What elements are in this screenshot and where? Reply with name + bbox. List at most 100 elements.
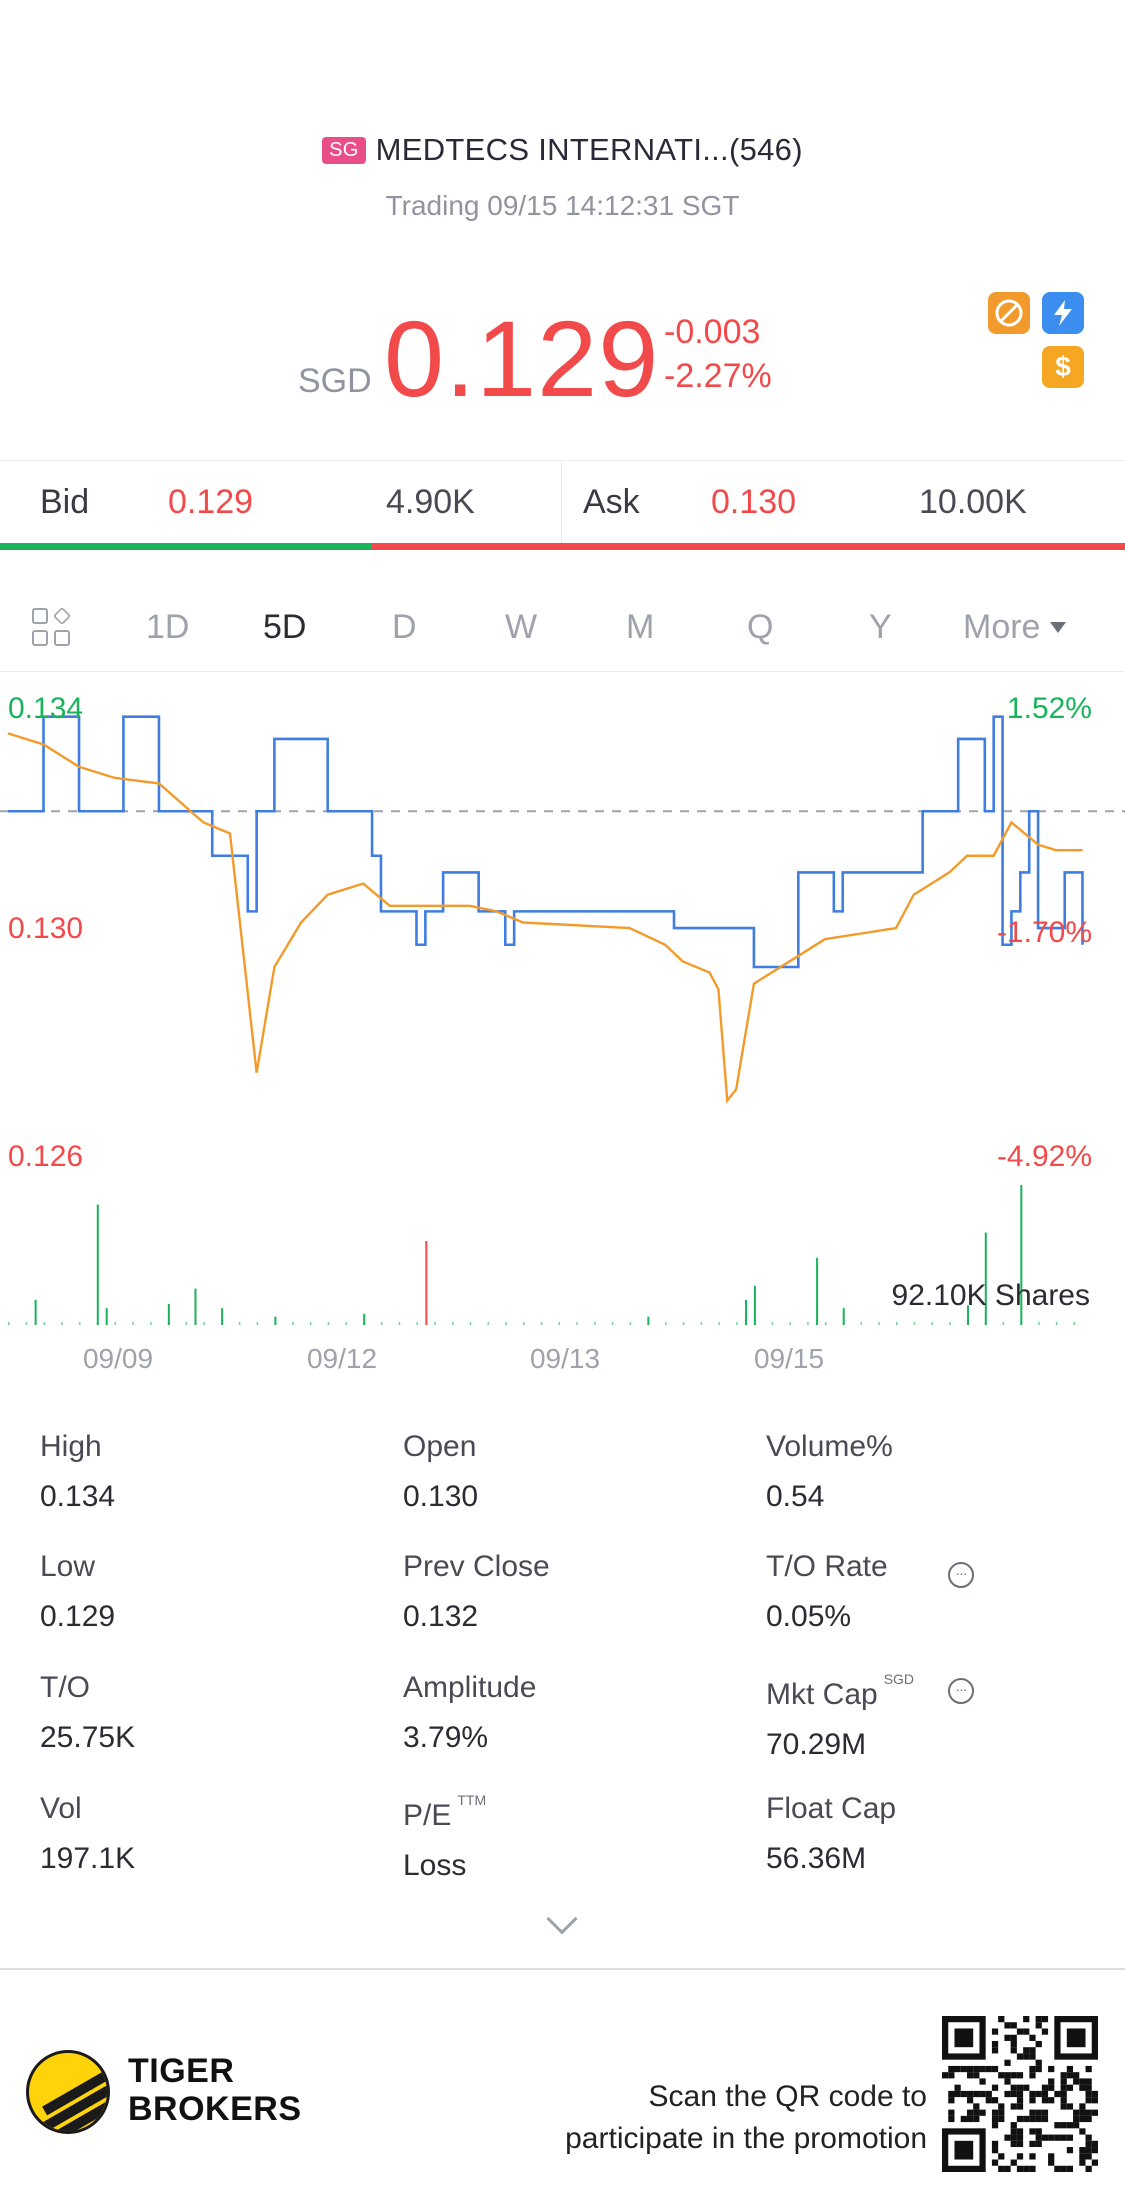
stat-value: 0.05% (766, 1600, 852, 1633)
stat-label: Mkt Cap SGD (766, 1671, 1096, 1712)
volume-tick (807, 1322, 809, 1325)
indicator-grid-icon[interactable] (32, 606, 72, 648)
volume-tick (718, 1322, 720, 1325)
tab-q[interactable]: Q (747, 608, 774, 646)
y-left-tick-mid: 0.130 (8, 912, 83, 945)
tab-more-label: More (963, 608, 1041, 646)
volume-bar (984, 1232, 987, 1325)
currency-label: SGD (298, 362, 372, 400)
stock-title-row[interactable]: SG MEDTECS INTERNATI...(546) (0, 132, 1125, 168)
tab-y[interactable]: Y (869, 608, 892, 646)
bid-price: 0.129 (168, 483, 254, 521)
volume-tick (1038, 1322, 1040, 1325)
to-rate-info-icon[interactable]: ··· (948, 1562, 974, 1588)
volume-tick (540, 1322, 543, 1325)
promo-footer: TIGER BROKERS Scan the QR code to partic… (0, 1968, 1125, 2197)
x-tick-0909: 09/09 (83, 1343, 153, 1370)
tab-m[interactable]: M (626, 608, 655, 646)
volume-bar (753, 1285, 756, 1325)
tab-1d[interactable]: 1D (146, 608, 190, 646)
y-right-tick-low: -4.92% (997, 1140, 1092, 1173)
volume-tick (1073, 1322, 1076, 1325)
bid-section[interactable]: Bid 0.129 4.90K (0, 461, 562, 547)
ask-volume-bar (371, 543, 1125, 550)
volume-tick (700, 1322, 703, 1325)
stat-label: High (40, 1430, 102, 1463)
price-line (8, 715, 1084, 969)
x-tick-0915: 09/15 (754, 1343, 824, 1370)
volume-tick (398, 1322, 401, 1325)
tab-5d[interactable]: 5D (263, 608, 307, 646)
volume-tick (345, 1322, 347, 1325)
volume-tick (185, 1322, 188, 1325)
currency-sup: SGD (883, 1671, 915, 1687)
volume-tick (824, 1322, 827, 1325)
quote-header: SG MEDTECS INTERNATI...(546) Trading 09/1… (0, 0, 1125, 460)
stat-value: 25.75K (40, 1721, 136, 1754)
ttm-sup: TTM (457, 1792, 487, 1808)
bid-ask-bar: Bid 0.129 4.90K Ask 0.130 10.00K (0, 460, 1125, 547)
volume-tick (256, 1322, 259, 1325)
volume-bar (167, 1304, 170, 1325)
period-tabs: 1D 5D D W M Q Y More (0, 588, 1125, 672)
brand-name: TIGER BROKERS (128, 2052, 302, 2128)
stat-label: Float Cap (766, 1792, 897, 1825)
y-right-tick-mid: -1.70% (997, 916, 1092, 949)
ask-price: 0.130 (711, 483, 797, 521)
volume-tick (61, 1322, 63, 1325)
stat-label: Volume% (766, 1430, 893, 1463)
stat-value: 0.130 (403, 1480, 479, 1513)
ask-label: Ask (583, 483, 640, 521)
volume-tick (629, 1322, 632, 1325)
volume-tick (771, 1322, 774, 1325)
volume-bar (274, 1316, 277, 1325)
stat-value: 197.1K (40, 1842, 136, 1875)
trading-status: Trading 09/15 14:12:31 SGT (385, 190, 740, 221)
ask-section[interactable]: Ask 0.130 10.00K (563, 461, 1125, 547)
dollar-icon[interactable]: $ (1042, 346, 1084, 388)
tab-w[interactable]: W (505, 608, 538, 646)
lightning-icon[interactable] (1042, 292, 1084, 334)
stat-label: P/E TTM (403, 1792, 733, 1833)
tab-d[interactable]: D (392, 608, 417, 646)
stat-label: T/O Rate (766, 1550, 888, 1583)
volume-bar (967, 1305, 970, 1325)
tiger-logo-icon (26, 2050, 110, 2134)
stat-value: 0.129 (40, 1600, 116, 1633)
stat-value: 0.134 (40, 1480, 116, 1513)
volume-tick (238, 1322, 241, 1325)
expand-chevron-icon[interactable] (546, 1903, 578, 1935)
volume-bar (816, 1257, 819, 1325)
volume-tick (878, 1322, 880, 1325)
stat-value: 3.79% (403, 1721, 489, 1754)
volume-bar (1020, 1185, 1023, 1325)
brand-line1: TIGER (128, 2052, 235, 2090)
mkt-cap-info-icon[interactable]: ··· (948, 1678, 974, 1704)
stat-label: Vol (40, 1792, 82, 1825)
no-short-icon[interactable] (988, 292, 1030, 334)
qr-code-icon[interactable] (942, 2016, 1098, 2172)
tab-more[interactable]: More (963, 608, 1067, 647)
caret-down-icon (1050, 622, 1067, 633)
stat-value: Loss (403, 1849, 467, 1882)
volume-bar (745, 1299, 748, 1325)
volume-bar (363, 1313, 366, 1325)
volume-tick (487, 1322, 490, 1325)
volume-tick (1002, 1322, 1005, 1325)
stat-pe: P/E TTM Loss (403, 1792, 733, 1883)
x-tick-0912: 09/12 (307, 1343, 377, 1370)
stat-prev-close: Prev Close 0.132 (403, 1550, 733, 1634)
volume-tick (949, 1322, 951, 1325)
stat-vol: Vol 197.1K (40, 1792, 370, 1876)
y-left-tick-high: 0.134 (8, 692, 83, 725)
volume-bars (8, 1185, 1076, 1325)
x-tick-0913: 09/13 (530, 1343, 600, 1370)
volume-tick (736, 1322, 738, 1325)
intraday-chart[interactable]: 0.134 0.130 0.126 1.52% -1.70% -4.92% 92… (0, 680, 1125, 1370)
stat-label-text: Mkt Cap (766, 1678, 878, 1711)
stat-value: 56.36M (766, 1842, 867, 1875)
volume-tick (594, 1322, 596, 1325)
volume-tick (132, 1322, 134, 1325)
volume-tick (292, 1322, 294, 1325)
bid-label: Bid (40, 483, 90, 521)
